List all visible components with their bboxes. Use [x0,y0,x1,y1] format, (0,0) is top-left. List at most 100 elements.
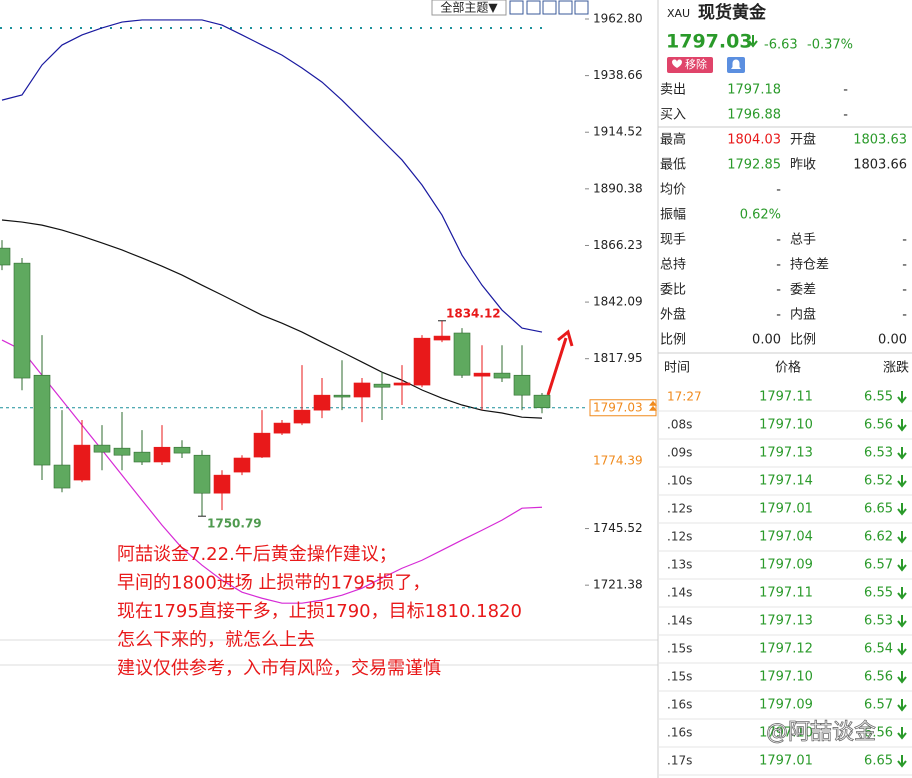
tick-arrow [897,503,907,516]
tick-time: .10s [667,474,692,488]
tick-time: .16s [667,726,692,740]
watermark: @阿喆谈金 [766,720,876,745]
note-line: 怎么下来的，就怎么上去 [117,630,315,651]
tick-price: 1797.04 [759,530,813,545]
tick-arrow [897,419,907,432]
candle-body [0,247,11,266]
tick-change: 6.56 [864,418,893,433]
tick-price: 1797.13 [759,446,813,461]
price: 1797.03 [666,31,753,53]
candle-body [433,335,451,341]
candle-body [513,374,531,396]
tick-change: 6.57 [864,698,893,713]
tick-arrow [897,559,907,572]
stat-value: - [776,233,781,248]
stat-value: 1792.85 [727,158,781,173]
quote-extra: - [843,108,848,123]
stat-label: 外盘 [660,307,686,323]
tick-arrow [897,447,907,460]
stat-label: 总手 [790,233,816,248]
ticks-header: 时间 [664,361,690,376]
heart-icon [672,59,682,68]
stat-value: - [776,283,781,298]
tick-price: 1797.10 [759,670,813,685]
tool-icon[interactable] [509,0,524,15]
stat-label: 昨收 [790,158,816,173]
stat-label: 均价 [660,183,686,198]
tool-icon[interactable] [526,0,541,15]
candle-body [353,382,371,398]
candle-body [373,383,391,388]
stat-label: 委比 [660,283,686,298]
stat-label: 总持 [660,258,686,273]
tick-price: 1797.13 [759,614,813,629]
indicator-line [1,219,543,419]
tick-arrow [897,699,907,712]
tick-price: 1797.10 [759,726,813,741]
tick-time: .17s [667,754,692,768]
note-line: 现在1795直接干多，止损1790，目标1810.1820 [117,601,522,622]
candle-body [393,382,411,386]
stat-label: 最高 [660,132,686,148]
tick-time: .15s [667,670,692,684]
tick-time: .08s [667,418,692,432]
tool-icon[interactable] [574,0,589,15]
stat-label: 现手 [660,233,686,248]
tick-time: .16s [667,698,692,712]
candle-body [273,422,291,434]
theme-button[interactable] [431,0,507,16]
tick-price: 1797.01 [759,754,813,769]
quote-value: 1796.88 [727,108,781,123]
candle-body [193,454,211,494]
high-label: 1834.12 [446,306,501,320]
candle-body [13,262,31,379]
stat-label: 开盘 [790,132,816,148]
tick-time: .12s [667,530,692,544]
tick-arrow [897,671,907,684]
tick-change: 6.52 [864,474,893,489]
y-tick-label: 1890.38 [593,181,643,195]
candle-body [493,372,511,379]
candle-body [313,394,331,411]
candle-body [153,446,171,463]
stat-value: - [776,308,781,323]
tick-arrow [897,615,907,628]
tick-price: 1797.09 [759,558,813,573]
stat-label: 持仓差 [790,258,829,273]
tick-time: .14s [667,614,692,628]
ticks-header: 涨跌 [883,360,909,376]
tick-arrow [897,643,907,656]
candle-body [233,457,251,473]
stat-value: - [902,233,907,248]
candle-body [453,332,471,376]
candle-body [53,464,71,489]
stat-value: 0.00 [878,333,907,348]
tool-icon[interactable] [542,0,557,15]
candle-body [173,446,191,454]
tick-change: 6.57 [864,558,893,573]
candle-body [413,337,431,386]
y-tick-label: 1962.80 [593,11,643,25]
tick-change: 6.56 [864,670,893,685]
toolbar-icons [509,0,589,15]
change-pct: -0.37% [807,38,853,53]
tick-arrow [897,475,907,488]
y-tick-label: 1817.95 [593,351,643,365]
tick-time: 17:27 [667,390,702,404]
tick-price: 1797.01 [759,502,813,517]
theme-label: 全部主题▼ [440,0,498,15]
stat-label: 内盘 [790,307,816,323]
stat-value: - [902,308,907,323]
tick-price: 1797.12 [759,642,813,657]
tick-change: 6.65 [864,754,893,769]
bell-icon [731,59,741,69]
tick-price: 1797.14 [759,474,813,489]
tool-icon[interactable] [558,0,573,15]
candle-body [33,374,51,466]
tick-change: 6.65 [864,502,893,517]
tick-change: 6.55 [864,390,893,405]
candle-body [133,451,151,463]
tick-arrow [897,391,907,404]
down-arrow [748,35,758,48]
y-tick-label: 1914.52 [593,125,643,139]
